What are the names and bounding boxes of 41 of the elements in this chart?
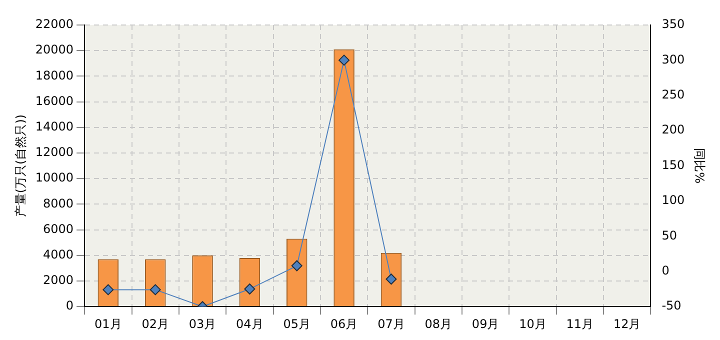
y2-tick-label: 200 [662,122,685,137]
y-tick-label: 2000 [43,273,74,288]
x-tick-label: 02月 [142,316,169,331]
y2-tick-label: 350 [662,17,685,32]
point [244,284,256,294]
y-tick-label: 4000 [43,248,74,262]
x-tick-label: 05月 [283,316,311,331]
y2-tick-label: 250 [662,88,685,102]
y2-tick-label: 100 [662,193,685,208]
y2-tick-label: -50 [662,298,682,313]
y-tick-label: 22000 [35,17,74,32]
y-tick-label: 14000 [35,120,74,134]
x-tick-label: 08月 [424,316,452,331]
y2-tick-label: 300 [662,52,685,66]
point [150,284,161,296]
y-tick-label: 16000 [35,94,74,108]
y2-tick-label: 0 [662,264,670,278]
y2-axis-title: 同比% [692,148,707,184]
x-tick-label: 03月 [188,316,216,331]
x-tick-label: 01月 [94,316,122,331]
y-tick-label: 6000 [43,222,74,236]
y-tick-label: 18000 [35,68,74,82]
point [291,260,302,272]
y-tick-label: 20000 [35,42,74,57]
y2-tick-label: 150 [662,158,685,172]
y-tick-label: 10000 [35,170,74,185]
point [102,284,114,296]
y-axis-title: 产量(万只(自然只)) [13,114,28,218]
y-tick-label: 12000 [35,145,74,160]
y2-tick-label: 50 [662,228,677,242]
x-tick-label: 04月 [236,316,264,331]
x-tick-label: 10月 [519,316,546,331]
point [338,54,350,66]
point [386,274,397,285]
x-tick-label: 11月 [566,316,594,331]
x-tick-label: 09月 [472,316,500,331]
x-tick-label: 07月 [378,316,405,331]
y-tick-label: 8000 [43,196,74,210]
x-tick-label: 06月 [330,316,358,331]
x-tick-label: 12月 [613,316,641,331]
y-tick-label: 0 [66,298,74,313]
